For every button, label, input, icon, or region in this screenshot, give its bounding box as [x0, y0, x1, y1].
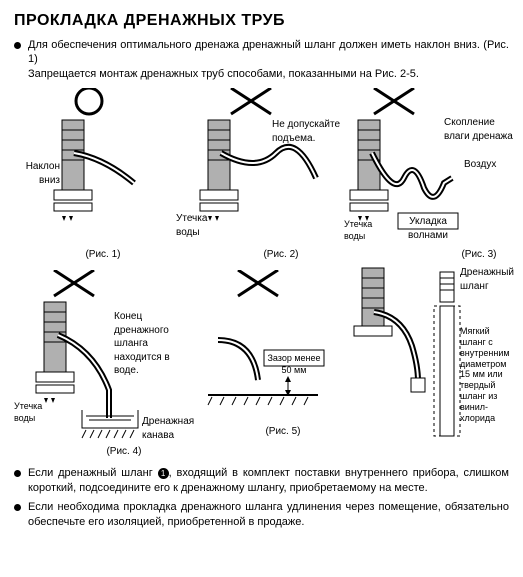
badge-icon: 1: [158, 468, 169, 479]
label-leak-3: Утечка воды: [344, 218, 386, 242]
label-soft-hose: Мягкий шланг с внутренним диаметром 15 м…: [460, 326, 514, 423]
figure-5: Зазор менее 50 мм (Рис. 5): [198, 270, 328, 439]
label-moisture: Скопление влаги дренажа: [444, 116, 514, 143]
figure-1: Наклон вниз (Рис. 1): [14, 88, 164, 262]
label-slope-down: Наклон вниз: [14, 160, 60, 187]
figures-panel: Наклон вниз (Рис. 1) Не допускайте подъе…: [14, 88, 509, 460]
caption-5: (Рис. 5): [238, 425, 328, 439]
label-wave: Укладка волнами: [402, 215, 454, 242]
label-hose-end: Конец дренажного шланга находится в воде…: [114, 310, 190, 378]
caption-3: (Рис. 3): [444, 248, 514, 262]
page-title: ПРОКЛАДКА ДРЕНАЖНЫХ ТРУБ: [14, 10, 509, 32]
intro-line-1: Для обеспечения оптимального дренажа дре…: [28, 39, 509, 66]
figure-6: Дренажный шланг Мягкий шланг с внутренни…: [332, 266, 512, 446]
caption-1: (Рис. 1): [42, 248, 164, 262]
note-1a: Если дренажный шланг: [28, 467, 158, 479]
note-2: Если необходима прокладка дренажного шла…: [14, 500, 509, 530]
caption-4: (Рис. 4): [34, 445, 214, 459]
note-1: Если дренажный шланг 1, входящий в компл…: [14, 466, 509, 496]
intro-text: Для обеспечения оптимального дренажа дре…: [14, 38, 509, 83]
label-air: Воздух: [464, 158, 514, 172]
figure-2: Не допускайте подъема. Утечка воды (Рис.…: [176, 88, 336, 262]
figure-4: Конец дренажного шланга находится в воде…: [14, 270, 214, 459]
caption-2: (Рис. 2): [226, 248, 336, 262]
label-leak-2: Утечка воды: [176, 212, 218, 239]
label-drain-hose: Дренажный шланг: [460, 266, 512, 293]
figure-3: Скопление влаги дренажа Воздух Утечка во…: [344, 88, 514, 262]
label-no-rise: Не допускайте подъема.: [272, 118, 342, 145]
label-leak-4: Утечка воды: [14, 400, 56, 424]
intro-line-2: Запрещается монтаж дренажных труб способ…: [28, 68, 419, 80]
label-ditch: Дренажная канава: [142, 415, 202, 442]
label-gap: Зазор менее 50 мм: [266, 352, 322, 376]
